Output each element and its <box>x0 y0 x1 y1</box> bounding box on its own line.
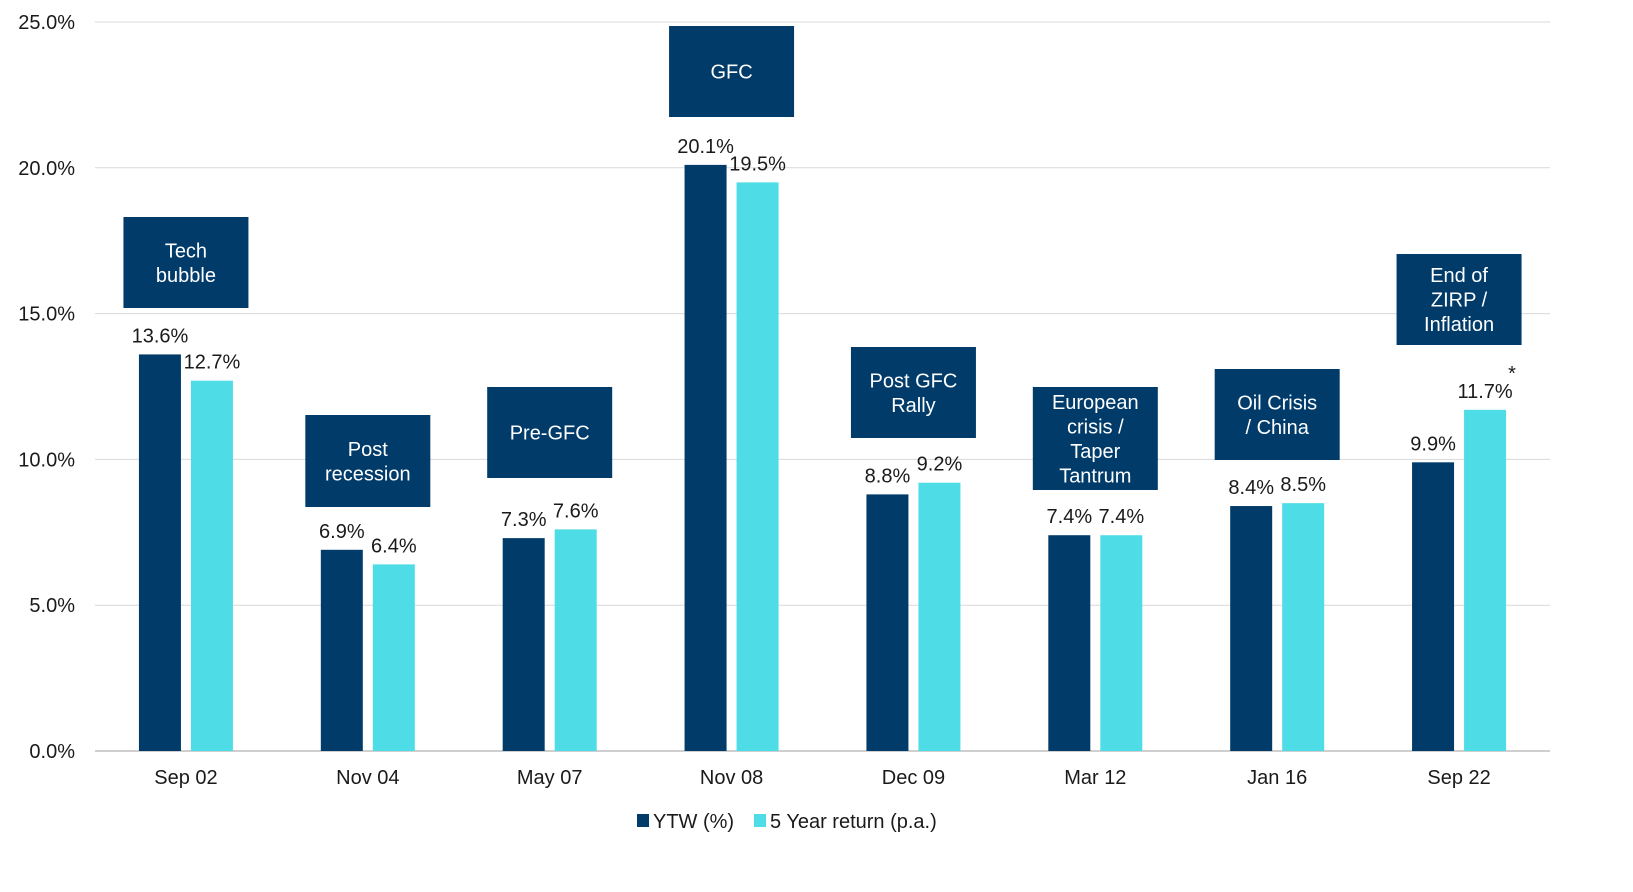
annotation-box <box>487 387 613 478</box>
bar-ytw <box>138 354 181 751</box>
data-label: 9.2% <box>917 454 963 476</box>
annotation-text: Tantrum <box>1059 465 1131 487</box>
bar-ytw <box>1230 506 1273 751</box>
data-label: 6.4% <box>371 535 417 557</box>
data-label: 7.6% <box>553 500 599 522</box>
footnote-marker: * <box>1508 363 1516 385</box>
legend-label: YTW (%) <box>653 811 734 833</box>
annotation-box <box>850 347 976 438</box>
bar-ytw <box>1412 462 1455 751</box>
x-tick-label: Nov 04 <box>336 767 399 789</box>
y-tick-label: 10.0% <box>18 449 75 471</box>
data-label: 20.1% <box>677 136 734 158</box>
data-label: 19.5% <box>729 153 786 175</box>
x-tick-label: Sep 02 <box>154 767 217 789</box>
data-label: 7.4% <box>1099 506 1145 528</box>
bar-ytw <box>502 538 545 751</box>
annotation-text: Oil Crisis <box>1237 392 1317 414</box>
bar-return <box>1464 409 1507 751</box>
bar-return <box>1100 535 1143 751</box>
y-tick-label: 20.0% <box>18 158 75 180</box>
data-label: 13.6% <box>132 325 189 347</box>
y-tick-label: 0.0% <box>29 741 75 763</box>
x-tick-label: Dec 09 <box>882 767 945 789</box>
annotation-text: bubble <box>156 265 216 287</box>
data-label: 7.3% <box>501 509 547 531</box>
data-label: 7.4% <box>1047 506 1093 528</box>
bar-return <box>918 482 961 751</box>
data-label: 9.9% <box>1410 433 1456 455</box>
x-tick-label: May 07 <box>517 767 583 789</box>
bar-return <box>372 564 415 751</box>
bar-ytw <box>684 164 727 751</box>
annotation-box <box>669 26 795 117</box>
y-tick-label: 25.0% <box>18 12 75 34</box>
annotation-box <box>1396 254 1522 345</box>
annotation-text: End of <box>1430 265 1488 287</box>
annotation-text: crisis / <box>1067 416 1124 438</box>
bar-ytw <box>320 549 363 751</box>
annotation-box <box>305 415 431 507</box>
annotation-text: Rally <box>891 395 935 417</box>
bar-return <box>554 529 597 751</box>
x-tick-label: Nov 08 <box>700 767 763 789</box>
annotation-text: Post GFC <box>870 370 958 392</box>
annotation-text: GFC <box>710 62 752 84</box>
annotation-box <box>123 217 249 308</box>
annotation-text: Tech <box>165 240 207 262</box>
x-tick-label: Jan 16 <box>1247 767 1307 789</box>
annotation-box <box>1032 387 1158 490</box>
annotation-text: Inflation <box>1424 314 1494 336</box>
y-tick-label: 5.0% <box>29 595 75 617</box>
annotation-text: recession <box>325 463 411 485</box>
bar-ytw <box>1048 535 1091 751</box>
legend-label: 5 Year return (p.a.) <box>770 811 937 833</box>
annotation-box <box>1214 369 1340 460</box>
x-tick-label: Sep 22 <box>1427 767 1490 789</box>
annotation-text: / China <box>1246 417 1310 439</box>
annotation-text: ZIRP / <box>1431 290 1488 312</box>
annotation-text: European <box>1052 392 1139 414</box>
data-label: 8.5% <box>1280 474 1326 496</box>
data-label: 6.9% <box>319 521 365 543</box>
x-tick-label: Mar 12 <box>1064 767 1126 789</box>
legend-swatch-return <box>754 814 766 827</box>
data-label: 12.7% <box>184 352 241 374</box>
bar-ytw <box>866 494 909 751</box>
data-label: 8.8% <box>865 465 911 487</box>
bar-return <box>736 182 779 751</box>
bar-return <box>190 380 233 751</box>
annotation-text: Pre-GFC <box>510 423 590 445</box>
annotation-text: Post <box>348 439 388 461</box>
data-label: 8.4% <box>1228 477 1274 499</box>
y-tick-label: 15.0% <box>18 304 75 326</box>
bar-return <box>1282 503 1325 751</box>
legend-swatch-ytw <box>637 814 649 827</box>
annotation-text: Taper <box>1070 441 1120 463</box>
data-label: 11.7% <box>1457 381 1512 403</box>
